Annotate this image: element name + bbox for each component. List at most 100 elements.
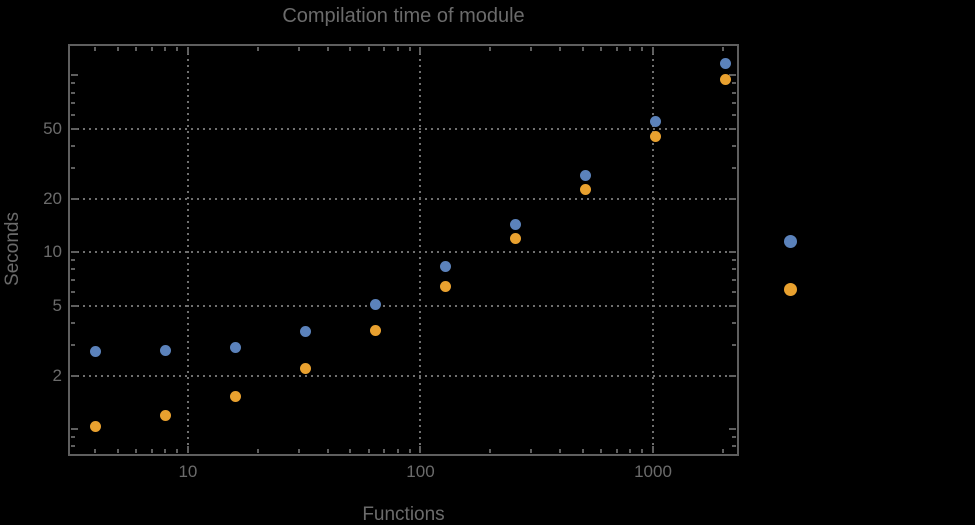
x-tick-top [186,47,189,54]
y-tick-right [729,251,736,254]
x-tick [408,449,411,453]
x-tick [164,449,167,453]
x-tick-top [176,47,179,51]
x-tick [629,449,632,453]
x-tick [419,446,422,453]
y-tick-right [732,144,736,147]
data-point-blue [649,116,661,128]
x-tick [489,449,492,453]
y-tick [71,74,78,77]
y-tick [71,113,75,116]
data-point-orange [439,281,451,293]
y-tick-right [732,259,736,262]
y-tick-right [732,268,736,271]
y-tick [71,290,75,293]
x-tick [326,449,329,453]
y-tick [71,278,75,281]
y-tick [71,321,75,324]
x-tick [297,449,300,453]
x-tick-top [600,47,603,51]
data-point-orange [89,420,101,432]
x-tick [176,449,179,453]
x-tick [150,449,153,453]
y-tick [71,343,75,346]
x-tick-top [297,47,300,51]
y-tick-label: 2 [52,365,62,385]
legend-marker-blue-series-marker [783,234,797,248]
legend-marker-orange-series-marker [783,282,797,296]
y-tick [71,436,75,439]
data-point-blue [89,346,101,358]
x-tick-label: 1000 [634,462,672,481]
y-tick-right [729,304,736,307]
y-tick-right [732,113,736,116]
data-point-blue [229,342,241,354]
x-tick-top [408,47,411,51]
x-tick-top [383,47,386,51]
x-tick [615,449,618,453]
y-tick [71,144,75,147]
data-point-orange [579,184,591,196]
data-point-orange [299,363,311,375]
x-tick [396,449,399,453]
x-tick-top [722,47,724,51]
gridline-y [71,127,736,130]
data-point-orange [509,233,521,245]
data-point-orange [719,73,731,85]
gridline-y [71,304,736,307]
gridline-y [71,198,736,201]
y-tick-right [729,374,736,377]
x-tick-top [367,47,370,51]
y-tick-label: 20 [43,189,62,209]
y-tick [71,198,78,201]
gridline-x [652,47,654,453]
chart-title: Compilation time of module [282,5,525,27]
y-tick [71,304,78,307]
y-tick [71,428,78,431]
data-point-orange [649,130,661,142]
x-tick-top [349,47,352,51]
data-point-blue [369,298,381,310]
x-tick [256,449,259,453]
y-tick [71,251,78,254]
x-tick [530,449,533,453]
y-tick-label: 5 [52,295,62,315]
x-tick-top [615,47,618,51]
y-tick-right [732,343,736,346]
y-tick-right [729,127,736,130]
y-tick [71,91,75,94]
y-tick-right [732,278,736,281]
gridline-y [71,374,736,377]
plot-frame [68,44,739,456]
y-tick-right [732,82,736,85]
x-tick [349,449,352,453]
gridline-x [419,47,422,453]
x-tick [641,449,644,453]
y-tick-right [732,166,736,169]
y-tick-right [729,198,736,201]
x-tick [116,449,119,453]
data-point-orange [229,390,241,402]
x-tick-top [326,47,329,51]
x-tick-label: 10 [178,462,198,481]
x-tick-top [256,47,259,51]
x-tick-top [652,47,654,54]
y-tick-right [732,91,736,94]
x-tick-top [582,47,584,51]
x-tick-top [135,47,138,51]
y-tick-right [732,290,736,293]
data-point-blue [159,345,171,357]
data-point-blue [299,326,311,338]
data-point-orange [369,325,381,337]
y-tick-right [732,321,736,324]
x-tick-top [419,47,422,54]
x-tick [559,449,562,453]
x-tick-top [629,47,632,51]
data-point-blue [719,58,731,70]
y-tick [71,127,78,130]
y-tick [71,445,75,448]
x-tick-top [396,47,399,51]
y-tick [71,82,75,85]
y-tick [71,268,75,271]
